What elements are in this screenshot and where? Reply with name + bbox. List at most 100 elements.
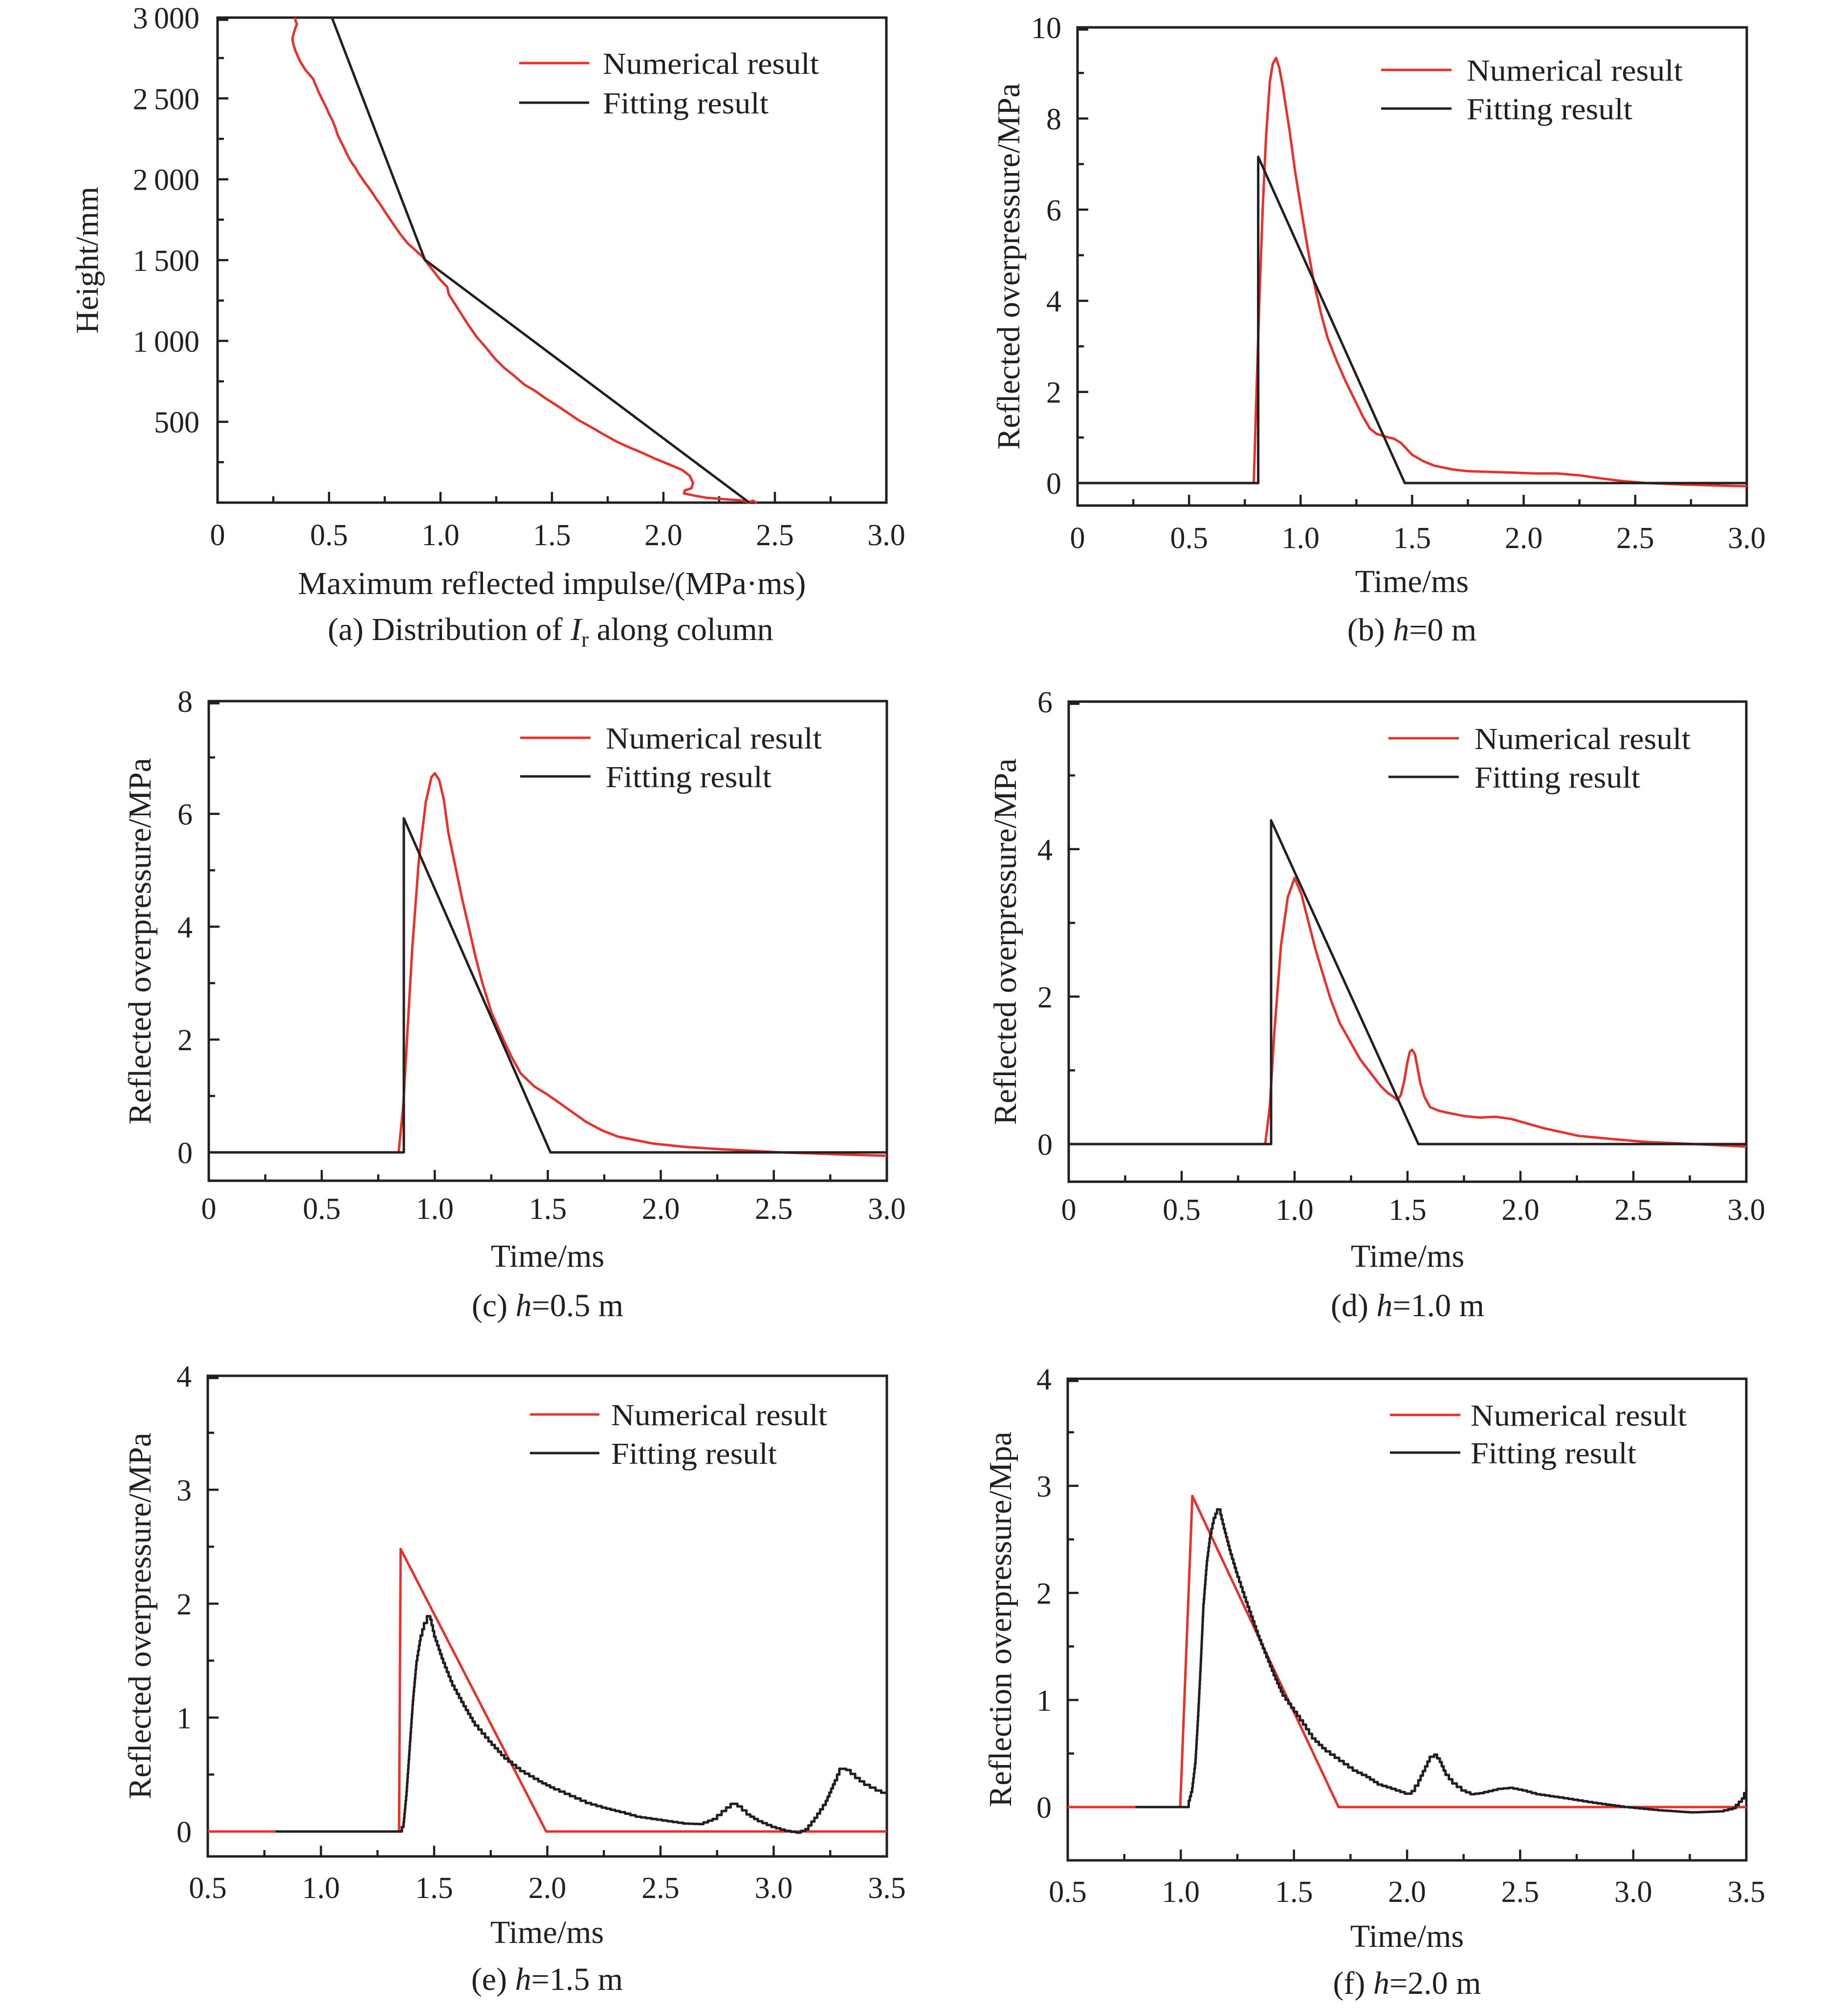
svg-text:Fitting result: Fitting result: [1467, 93, 1632, 126]
svg-text:1.0: 1.0: [1276, 1193, 1314, 1227]
svg-text:2: 2: [1046, 376, 1061, 410]
svg-text:0.5: 0.5: [1163, 1193, 1201, 1227]
svg-text:0.5: 0.5: [1049, 1876, 1087, 1909]
svg-text:Reflected overpressure/MPa: Reflected overpressure/MPa: [991, 83, 1027, 450]
svg-text:Height/mm: Height/mm: [69, 187, 105, 334]
svg-text:2 000: 2 000: [133, 164, 199, 197]
svg-text:Reflection overpressure/Mpa: Reflection overpressure/Mpa: [983, 1432, 1018, 1807]
svg-text:2.0: 2.0: [528, 1872, 567, 1905]
svg-text:3.0: 3.0: [867, 519, 905, 552]
svg-text:2.0: 2.0: [1501, 1193, 1540, 1227]
svg-text:Fitting result: Fitting result: [611, 1437, 777, 1471]
svg-text:4: 4: [1037, 834, 1053, 867]
svg-text:Numerical result: Numerical result: [611, 1399, 827, 1432]
svg-text:1.0: 1.0: [1282, 522, 1320, 555]
svg-text:Time/ms: Time/ms: [1355, 564, 1469, 599]
svg-text:1.5: 1.5: [1275, 1876, 1313, 1909]
svg-text:Numerical result: Numerical result: [1467, 54, 1683, 88]
svg-text:1 500: 1 500: [133, 244, 199, 278]
svg-text:2.5: 2.5: [755, 1192, 793, 1226]
svg-text:3: 3: [1036, 1470, 1052, 1503]
svg-text:(b) h=0 m: (b) h=0 m: [1347, 612, 1477, 648]
svg-text:Numerical result: Numerical result: [1471, 1399, 1687, 1433]
svg-text:Time/ms: Time/ms: [1351, 1238, 1464, 1274]
svg-text:0: 0: [177, 1137, 193, 1170]
svg-text:1.0: 1.0: [421, 519, 460, 552]
svg-text:1.0: 1.0: [416, 1192, 454, 1226]
svg-text:2.5: 2.5: [756, 519, 794, 552]
svg-text:Fitting result: Fitting result: [603, 87, 769, 120]
svg-text:3.0: 3.0: [1727, 1193, 1765, 1227]
svg-text:3.0: 3.0: [868, 1192, 906, 1226]
svg-text:Reflected overpressure/MPa: Reflected overpressure/MPa: [988, 758, 1023, 1125]
svg-text:2.0: 2.0: [1388, 1876, 1426, 1909]
svg-text:1.5: 1.5: [533, 519, 571, 552]
svg-text:0.5: 0.5: [189, 1872, 227, 1905]
svg-text:Reflected overpressure/MPa: Reflected overpressure/MPa: [122, 758, 158, 1125]
svg-text:3.0: 3.0: [755, 1872, 793, 1905]
svg-text:6: 6: [177, 798, 193, 832]
svg-text:(d) h=1.0 m: (d) h=1.0 m: [1331, 1288, 1484, 1324]
svg-text:0.5: 0.5: [1170, 522, 1208, 555]
svg-text:Fitting result: Fitting result: [1474, 761, 1640, 794]
svg-text:4: 4: [177, 911, 193, 944]
svg-text:Fitting result: Fitting result: [606, 761, 771, 794]
svg-text:1.5: 1.5: [1393, 522, 1431, 555]
svg-text:0: 0: [1036, 1791, 1052, 1825]
svg-text:2: 2: [176, 1588, 192, 1621]
svg-text:1.0: 1.0: [302, 1872, 340, 1905]
svg-text:500: 500: [154, 406, 199, 440]
svg-text:Time/ms: Time/ms: [490, 1915, 604, 1950]
svg-text:Numerical result: Numerical result: [603, 47, 819, 81]
svg-text:1.5: 1.5: [529, 1192, 567, 1226]
svg-text:2.0: 2.0: [644, 519, 682, 552]
svg-text:0: 0: [176, 1816, 192, 1849]
svg-text:0.5: 0.5: [303, 1192, 341, 1226]
svg-text:0: 0: [1037, 1128, 1053, 1162]
svg-text:4: 4: [176, 1360, 192, 1393]
svg-text:4: 4: [1036, 1363, 1052, 1396]
svg-text:2.5: 2.5: [1614, 1193, 1652, 1227]
svg-text:0.5: 0.5: [310, 519, 348, 552]
svg-text:2 500: 2 500: [133, 83, 199, 116]
svg-text:6: 6: [1046, 194, 1061, 227]
svg-text:Maximum reflected impulse/(MPa: Maximum reflected impulse/(MPa·ms): [298, 566, 806, 601]
svg-text:3.5: 3.5: [868, 1872, 906, 1905]
svg-text:3 000: 3 000: [133, 2, 199, 35]
svg-text:(f) h=2.0 m: (f) h=2.0 m: [1333, 1965, 1481, 2001]
svg-text:1: 1: [1036, 1684, 1052, 1718]
svg-text:2: 2: [1037, 981, 1053, 1014]
svg-text:3.0: 3.0: [1614, 1876, 1652, 1909]
svg-text:0: 0: [1061, 1193, 1077, 1227]
svg-text:Reflected overpressure/MPa: Reflected overpressure/MPa: [122, 1433, 158, 1799]
svg-text:3: 3: [176, 1474, 192, 1507]
svg-text:1.5: 1.5: [1388, 1193, 1427, 1227]
svg-text:Fitting result: Fitting result: [1471, 1437, 1636, 1470]
svg-text:2.0: 2.0: [642, 1192, 680, 1226]
svg-text:1 000: 1 000: [133, 325, 199, 358]
svg-text:2: 2: [1036, 1577, 1052, 1611]
svg-text:0: 0: [1046, 467, 1061, 501]
svg-text:0: 0: [201, 1192, 217, 1226]
svg-text:Time/ms: Time/ms: [491, 1238, 604, 1274]
svg-text:0: 0: [1070, 522, 1085, 555]
svg-text:Numerical result: Numerical result: [1474, 723, 1691, 756]
svg-text:1: 1: [176, 1702, 192, 1735]
svg-text:6: 6: [1037, 686, 1053, 719]
svg-text:Time/ms: Time/ms: [1350, 1919, 1464, 1954]
svg-text:(c) h=0.5 m: (c) h=0.5 m: [472, 1288, 623, 1324]
svg-text:4: 4: [1046, 285, 1061, 318]
svg-text:1.5: 1.5: [415, 1872, 453, 1905]
svg-text:2.0: 2.0: [1505, 522, 1543, 555]
svg-text:8: 8: [1046, 103, 1061, 136]
svg-text:0: 0: [210, 519, 225, 552]
svg-text:2.5: 2.5: [1501, 1876, 1540, 1909]
svg-text:(e) h=1.5 m: (e) h=1.5 m: [471, 1962, 623, 1997]
svg-text:3.5: 3.5: [1727, 1876, 1765, 1909]
svg-text:10: 10: [1031, 12, 1061, 45]
svg-text:2.5: 2.5: [641, 1872, 680, 1905]
svg-text:2.5: 2.5: [1616, 522, 1654, 555]
svg-text:8: 8: [177, 685, 193, 719]
svg-text:1.0: 1.0: [1162, 1876, 1200, 1909]
svg-text:(a) Distribution of Ir along c: (a) Distribution of Ir along column: [328, 612, 773, 652]
